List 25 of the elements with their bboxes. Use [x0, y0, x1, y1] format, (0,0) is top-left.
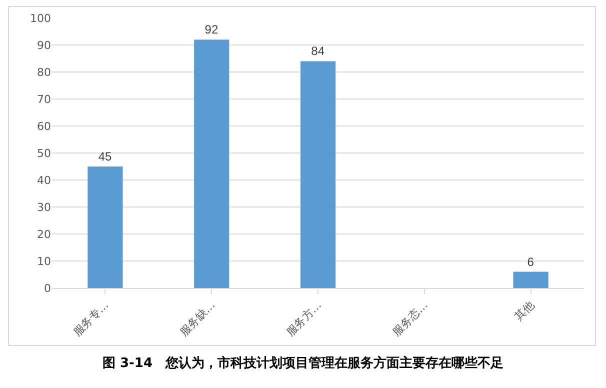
data-label: 84: [311, 44, 325, 58]
y-tick-label: 20: [37, 228, 51, 241]
data-label: 45: [98, 150, 112, 164]
y-tick-label: 10: [37, 254, 51, 268]
caption: 图 3-14 您认为，市科技计划项目管理在服务方面主要存在哪些不足: [101, 354, 505, 372]
data-label: 6: [527, 254, 534, 269]
y-tick-label: 100: [30, 12, 51, 25]
y-tick-label: 0: [44, 282, 51, 295]
y-tick-label: 30: [37, 200, 51, 214]
bar: [513, 272, 548, 288]
x-tick-label: 服务缺…: [177, 298, 218, 339]
y-tick-label: 90: [37, 38, 51, 52]
bar: [194, 40, 230, 288]
y-tick-label: 40: [37, 174, 51, 187]
y-tick-label: 80: [37, 66, 51, 79]
data-label: 92: [204, 22, 218, 37]
x-tick-label: 服务专…: [70, 298, 112, 339]
y-tick-label: 60: [37, 120, 51, 133]
bar: [88, 166, 123, 288]
bar: [300, 61, 336, 288]
x-tick-label: 服务方…: [284, 298, 324, 339]
x-tick-label: 其他: [512, 298, 537, 324]
x-tick-label: 服务态…: [390, 298, 430, 339]
y-tick-label: 70: [37, 92, 51, 106]
y-tick-label: 50: [37, 146, 51, 160]
